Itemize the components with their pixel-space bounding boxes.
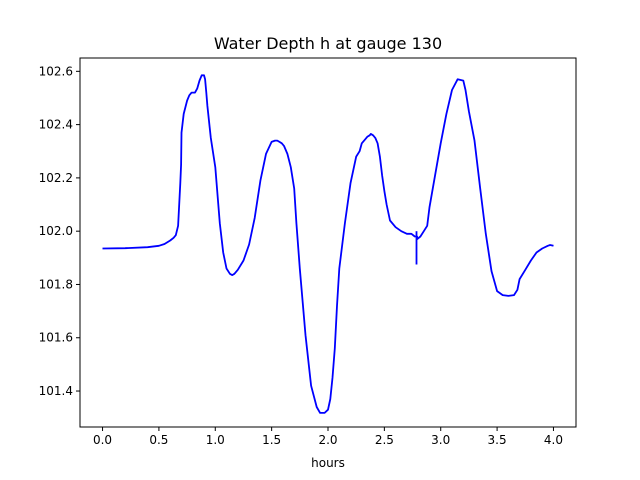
y-tick-label: 102.6: [39, 64, 73, 78]
y-tick-label: 102.2: [39, 171, 73, 185]
y-tick-label: 102.4: [39, 118, 73, 132]
y-tick-label: 101.8: [39, 277, 73, 291]
x-axis-label: hours: [311, 456, 345, 470]
x-tick-label: 3.5: [488, 433, 507, 447]
x-tick-label: 4.0: [544, 433, 563, 447]
y-tick-label: 101.6: [39, 331, 73, 345]
y-tick-label: 101.4: [39, 384, 73, 398]
y-axis: 101.4 101.6 101.8 102.0 102.2 102.4 102.6: [39, 64, 80, 398]
x-tick-label: 0.0: [93, 433, 112, 447]
x-tick-label: 3.0: [431, 433, 450, 447]
x-tick-label: 2.5: [375, 433, 394, 447]
x-tick-label: 1.5: [262, 433, 281, 447]
series-line: [102, 74, 554, 414]
series-layer: [102, 74, 554, 414]
x-tick-label: 2.0: [318, 433, 337, 447]
y-tick-label: 102.0: [39, 224, 73, 238]
x-axis: 0.0 0.5 1.0 1.5 2.0 2.5 3.0 3.5 4.0: [93, 427, 563, 447]
x-tick-label: 0.5: [149, 433, 168, 447]
chart-title: Water Depth h at gauge 130: [214, 34, 442, 53]
x-tick-label: 1.0: [206, 433, 225, 447]
plot-area-frame: [79, 57, 577, 428]
